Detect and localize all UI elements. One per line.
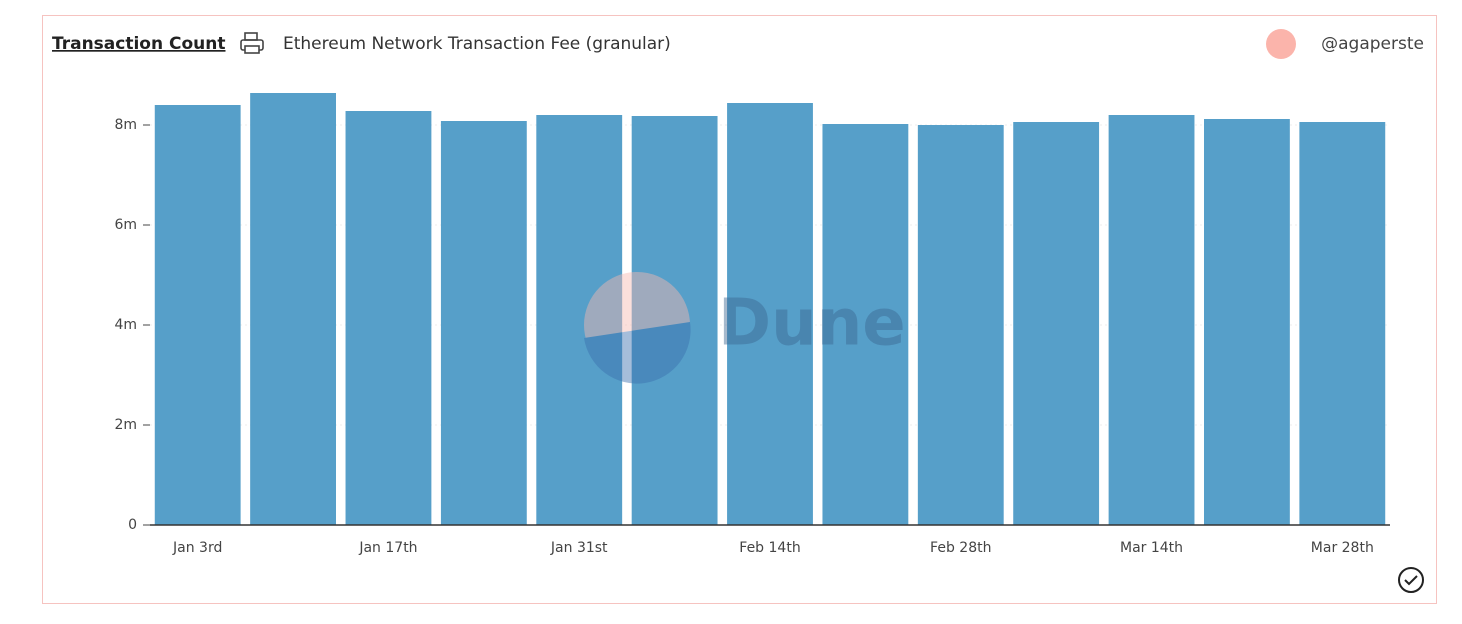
y-tick-label: 6m bbox=[114, 217, 137, 233]
check-icon[interactable] bbox=[1398, 567, 1424, 593]
x-tick-label: Jan 17th bbox=[358, 540, 417, 556]
bar bbox=[917, 125, 1004, 525]
bar bbox=[1108, 115, 1195, 525]
x-tick-label: Mar 14th bbox=[1120, 540, 1183, 556]
bar bbox=[536, 115, 623, 525]
y-tick-label: 0 bbox=[128, 517, 137, 533]
bar bbox=[1013, 122, 1100, 525]
avatar[interactable] bbox=[1266, 29, 1296, 59]
y-tick-label: 4m bbox=[114, 317, 137, 333]
author[interactable]: @agaperste bbox=[1321, 34, 1424, 54]
x-tick-label: Feb 28th bbox=[930, 540, 991, 556]
watermark: Dune bbox=[584, 272, 906, 384]
print-icon[interactable] bbox=[240, 32, 264, 54]
bar bbox=[822, 124, 909, 525]
bar bbox=[440, 121, 527, 525]
bar bbox=[727, 103, 813, 525]
bar bbox=[1204, 119, 1290, 525]
chart-subtitle: Ethereum Network Transaction Fee (granul… bbox=[283, 34, 671, 54]
bar bbox=[345, 111, 432, 525]
bar bbox=[631, 116, 718, 525]
watermark-text: Dune bbox=[718, 287, 906, 361]
x-tick-label: Jan 3rd bbox=[172, 540, 222, 556]
bar bbox=[250, 93, 336, 525]
bar bbox=[154, 105, 241, 525]
y-tick-label: 8m bbox=[114, 117, 137, 133]
x-tick-label: Mar 28th bbox=[1311, 540, 1374, 556]
chart-title[interactable]: Transaction Count bbox=[52, 34, 226, 54]
y-tick-label: 2m bbox=[114, 417, 137, 433]
x-tick-label: Feb 14th bbox=[739, 540, 800, 556]
x-tick-label: Jan 31st bbox=[550, 540, 608, 556]
bar bbox=[1299, 122, 1386, 525]
